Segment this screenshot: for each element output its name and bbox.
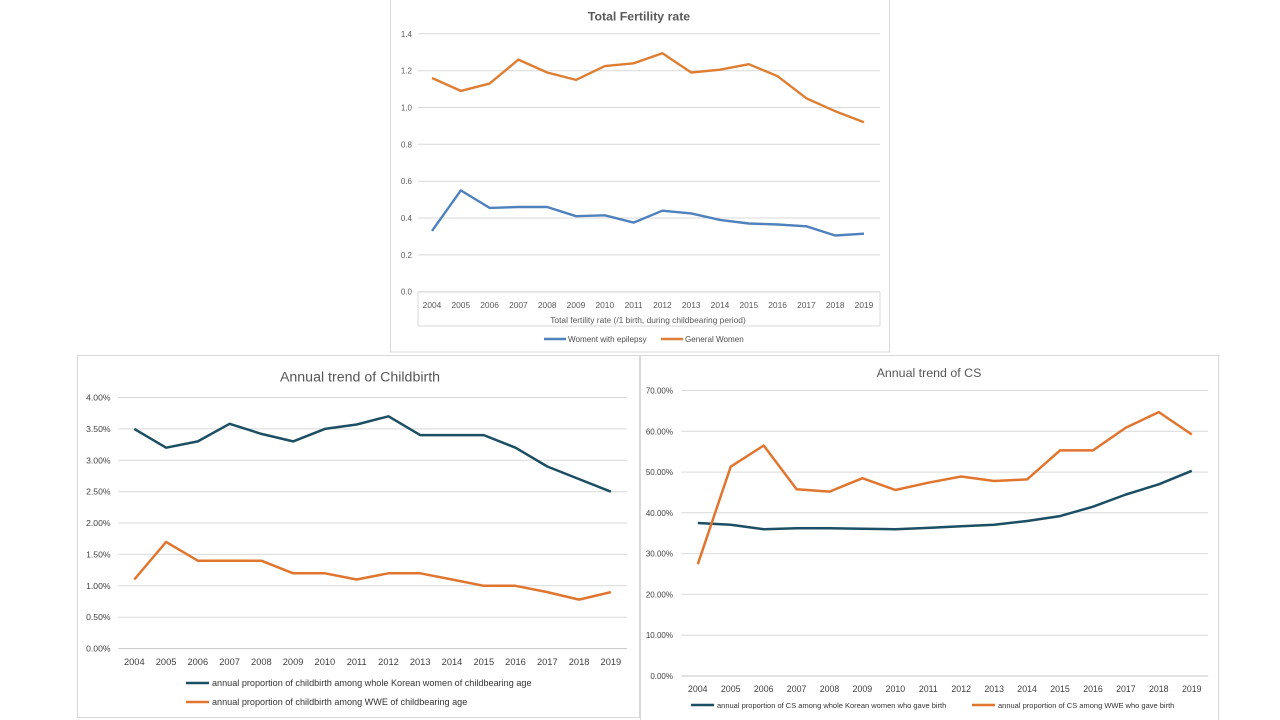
svg-text:2006: 2006 — [187, 657, 208, 667]
svg-text:2013: 2013 — [984, 684, 1004, 694]
svg-text:2017: 2017 — [1116, 684, 1136, 694]
svg-text:annual proportion of childbirt: annual proportion of childbirth among WW… — [212, 697, 467, 707]
svg-text:30.00%: 30.00% — [646, 550, 673, 559]
svg-text:2005: 2005 — [721, 684, 741, 694]
svg-text:70.00%: 70.00% — [646, 387, 673, 396]
svg-text:2006: 2006 — [754, 684, 774, 694]
svg-text:2014: 2014 — [1017, 684, 1037, 694]
svg-text:2008: 2008 — [538, 300, 557, 310]
svg-text:0.00%: 0.00% — [86, 644, 111, 654]
svg-text:2004: 2004 — [423, 300, 442, 310]
svg-text:0.0: 0.0 — [401, 288, 413, 297]
svg-text:0.8: 0.8 — [401, 140, 413, 149]
svg-text:2008: 2008 — [820, 684, 840, 694]
svg-text:60.00%: 60.00% — [646, 427, 673, 436]
svg-text:Annual trend of CS: Annual trend of CS — [877, 366, 982, 380]
svg-text:2018: 2018 — [569, 657, 590, 667]
svg-text:1.4: 1.4 — [401, 30, 413, 39]
svg-text:annual proportion of CS among: annual proportion of CS among whole Kore… — [717, 701, 946, 710]
svg-text:2005: 2005 — [451, 300, 470, 310]
svg-text:0.4: 0.4 — [401, 214, 413, 223]
svg-text:2008: 2008 — [251, 657, 272, 667]
svg-text:2018: 2018 — [826, 300, 845, 310]
svg-text:2018: 2018 — [1149, 684, 1169, 694]
svg-text:2012: 2012 — [378, 657, 399, 667]
svg-text:1.00%: 1.00% — [86, 581, 111, 591]
svg-text:2012: 2012 — [951, 684, 971, 694]
svg-text:2007: 2007 — [787, 684, 807, 694]
svg-text:0.00%: 0.00% — [650, 672, 673, 681]
svg-text:2007: 2007 — [509, 300, 528, 310]
svg-text:2016: 2016 — [505, 657, 526, 667]
svg-text:2019: 2019 — [1182, 684, 1202, 694]
svg-text:2014: 2014 — [711, 300, 730, 310]
svg-text:0.50%: 0.50% — [86, 612, 111, 622]
svg-text:4.00%: 4.00% — [86, 393, 111, 403]
svg-text:50.00%: 50.00% — [646, 468, 673, 477]
svg-text:2013: 2013 — [682, 300, 701, 310]
svg-text:annual proportion of childbirt: annual proportion of childbirth among wh… — [212, 678, 532, 688]
svg-text:0.2: 0.2 — [401, 251, 413, 260]
svg-text:2010: 2010 — [315, 657, 336, 667]
svg-text:20.00%: 20.00% — [646, 590, 673, 599]
svg-text:2015: 2015 — [473, 657, 494, 667]
svg-text:1.2: 1.2 — [401, 67, 413, 76]
svg-text:2011: 2011 — [919, 684, 938, 694]
svg-text:Annual trend of Childbirth: Annual trend of Childbirth — [280, 370, 440, 386]
svg-text:General Women: General Women — [685, 335, 744, 344]
svg-text:2010: 2010 — [886, 684, 906, 694]
svg-text:2019: 2019 — [855, 300, 874, 310]
svg-text:2004: 2004 — [688, 684, 708, 694]
svg-text:2016: 2016 — [1083, 684, 1103, 694]
svg-text:2016: 2016 — [768, 300, 787, 310]
svg-text:40.00%: 40.00% — [646, 509, 673, 518]
svg-text:2009: 2009 — [283, 657, 304, 667]
svg-text:annual proportion of CS among: annual proportion of CS among WWE who ga… — [998, 701, 1174, 710]
svg-text:1.50%: 1.50% — [86, 549, 111, 559]
svg-text:2015: 2015 — [1050, 684, 1070, 694]
svg-text:Total fertility rate (/1 birth: Total fertility rate (/1 birth, during c… — [550, 315, 746, 325]
svg-text:2013: 2013 — [410, 657, 431, 667]
svg-text:Woment with epilepsy: Woment with epilepsy — [568, 335, 648, 344]
svg-text:2010: 2010 — [595, 300, 614, 310]
svg-text:2005: 2005 — [156, 657, 177, 667]
svg-text:2011: 2011 — [625, 300, 643, 310]
svg-text:2.00%: 2.00% — [86, 518, 111, 528]
svg-text:2019: 2019 — [601, 657, 622, 667]
svg-text:2011: 2011 — [347, 657, 367, 667]
svg-text:2007: 2007 — [219, 657, 240, 667]
svg-text:2014: 2014 — [442, 657, 463, 667]
svg-text:2012: 2012 — [653, 300, 672, 310]
svg-text:2009: 2009 — [567, 300, 586, 310]
svg-text:2015: 2015 — [739, 300, 758, 310]
svg-text:2017: 2017 — [797, 300, 816, 310]
svg-text:2006: 2006 — [480, 300, 499, 310]
svg-text:3.00%: 3.00% — [86, 455, 111, 465]
svg-text:2017: 2017 — [537, 657, 558, 667]
svg-text:1.0: 1.0 — [401, 104, 413, 113]
svg-text:10.00%: 10.00% — [646, 631, 673, 640]
svg-text:Total Fertility rate: Total Fertility rate — [588, 10, 690, 24]
svg-text:3.50%: 3.50% — [86, 424, 111, 434]
svg-text:2.50%: 2.50% — [86, 487, 111, 497]
svg-text:2009: 2009 — [853, 684, 873, 694]
svg-text:0.6: 0.6 — [401, 177, 413, 186]
svg-text:2004: 2004 — [124, 657, 145, 667]
